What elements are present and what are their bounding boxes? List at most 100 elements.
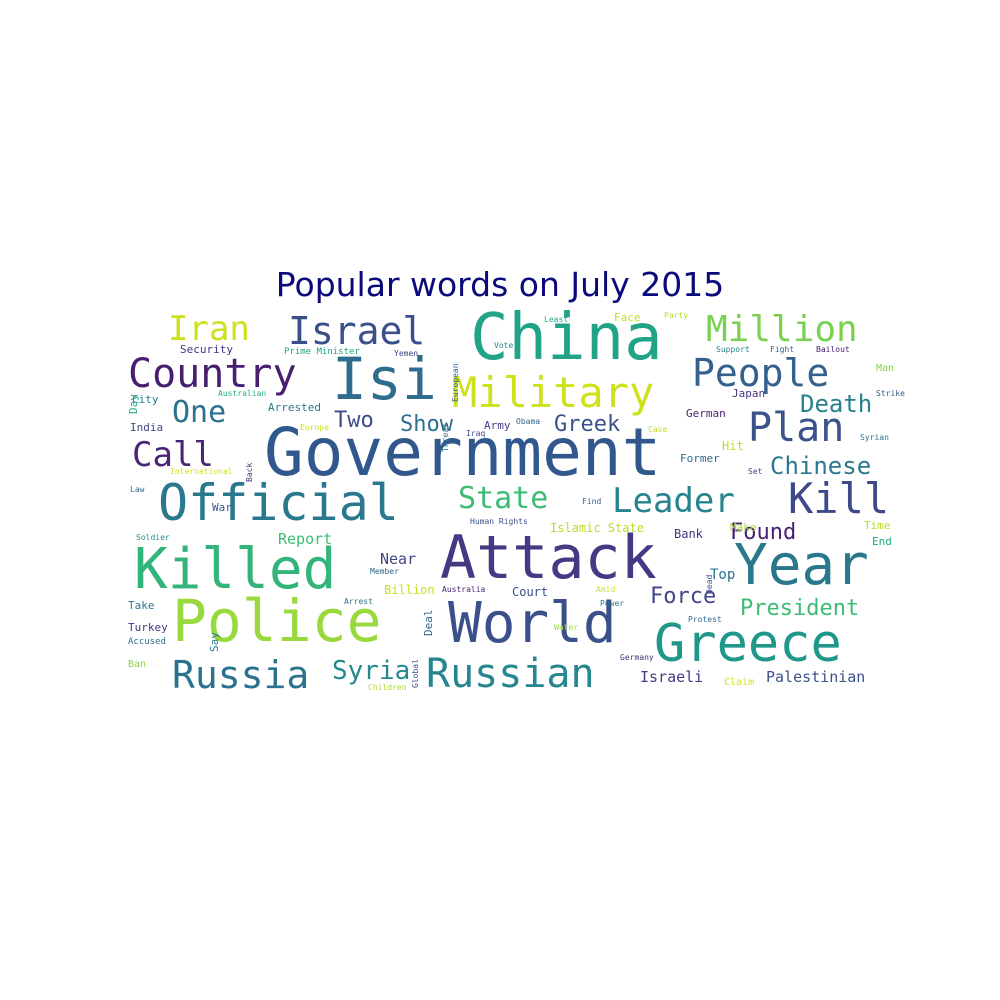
word-accused: Accused <box>128 637 166 647</box>
word-military: Military <box>452 368 655 417</box>
word-city: City <box>132 393 159 406</box>
word-iraq: Iraq <box>466 429 486 438</box>
word-bailout: Bailout <box>816 345 850 354</box>
word-people: People <box>692 351 830 395</box>
word-germany: Germany <box>620 653 654 662</box>
word-syrian: Syrian <box>860 433 889 442</box>
word-world: World <box>448 591 617 656</box>
word-europe: Europe <box>300 423 329 432</box>
word-greek: Greek <box>554 412 621 437</box>
word-president: President <box>740 596 860 621</box>
word-chinese: Chinese <box>770 452 872 480</box>
word-iran: Iran <box>168 309 250 349</box>
word-protest: Protest <box>688 615 722 624</box>
word-deal: Deal <box>422 609 435 637</box>
word-leader: Leader <box>612 481 735 521</box>
word-year: Year <box>734 533 869 598</box>
word-security: Security <box>180 343 233 356</box>
word-police: Police <box>172 587 382 655</box>
word-power: Power <box>600 599 625 608</box>
word-attack: Attack <box>440 523 657 593</box>
word-country: Country <box>128 351 297 397</box>
word-israeli: Israeli <box>640 668 704 686</box>
word-india: India <box>130 421 164 434</box>
word-army: Army <box>484 419 511 432</box>
word-war: War <box>212 501 232 514</box>
word-children: Children <box>368 683 407 692</box>
word-cloud: Government Attack China Isi Official Killed Po… <box>124 306 905 697</box>
word-show: Show <box>400 412 453 437</box>
word-one: One <box>172 395 227 430</box>
word-china: China <box>470 301 663 375</box>
word-hit: Hit <box>722 439 744 453</box>
figure-title: Popular words on July 2015 <box>275 265 725 304</box>
word-human-rights: Human Rights <box>470 517 528 526</box>
word-arrested: Arrested <box>268 401 321 414</box>
word-obama: Obama <box>516 417 541 426</box>
word-israel: Israel <box>288 309 426 353</box>
word-party: Party <box>664 311 689 320</box>
word-law: Law <box>130 485 145 494</box>
word-court: Court <box>512 585 549 599</box>
word-palestinian: Palestinian <box>766 668 866 686</box>
word-set: Set <box>748 467 763 476</box>
word-take: Take <box>128 599 155 612</box>
word-strike: Strike <box>876 389 905 398</box>
word-plan: Plan <box>748 405 845 451</box>
word-greece: Greece <box>654 614 842 674</box>
word-support: Support <box>716 345 750 354</box>
word-isi: Isi <box>332 345 437 413</box>
word-million: Million <box>706 309 858 350</box>
word-member: Member <box>370 567 399 576</box>
word-japan: Japan <box>732 387 766 400</box>
word-global: Global <box>411 659 420 688</box>
word-find: Find <box>582 497 602 506</box>
word-claim: Claim <box>724 677 755 688</box>
word-force: Force <box>650 584 717 609</box>
word-russia: Russia <box>172 653 310 697</box>
word-two: Two <box>334 408 374 433</box>
word-state: State <box>458 481 549 516</box>
word-make: Make <box>730 521 757 534</box>
word-government: Government <box>264 414 662 491</box>
word-ban: Ban <box>128 659 147 670</box>
word-found: Found <box>730 520 797 545</box>
word-vote: Vote <box>494 341 514 350</box>
word-least: Least <box>544 315 569 324</box>
word-european: European <box>451 363 460 402</box>
word-fight: Fight <box>770 345 795 354</box>
word-kill: Kill <box>788 474 890 523</box>
word-amid: Amid <box>596 585 616 594</box>
word-prime-minister: Prime Minister <box>284 347 360 357</box>
word-report: Report <box>278 530 333 548</box>
word-yemen: Yemen <box>394 349 419 358</box>
word-official: Official <box>158 474 399 532</box>
word-german: German <box>686 407 726 420</box>
word-say: Say <box>208 632 221 652</box>
word-top: Top <box>710 567 736 583</box>
word-killed: Killed <box>134 537 337 602</box>
word-russian: Russian <box>426 651 595 697</box>
word-threat: Threat <box>441 423 450 452</box>
word-man: Man <box>876 363 895 374</box>
word-end: End <box>872 535 892 548</box>
word-face: Face <box>614 311 641 324</box>
word-death: Death <box>800 390 873 418</box>
word-water: Water <box>554 623 579 632</box>
word-international: International <box>170 467 233 476</box>
word-near: Near <box>380 550 417 568</box>
word-islamic-state: Islamic State <box>550 521 644 535</box>
word-day: Day <box>127 394 140 414</box>
word-soldier: Soldier <box>136 533 170 542</box>
word-former: Former <box>680 452 720 465</box>
word-call: Call <box>132 435 214 475</box>
word-australia: Australia <box>442 585 486 594</box>
word-australian: Australian <box>218 389 267 398</box>
word-arrest: Arrest <box>344 597 373 606</box>
word-syria: Syria <box>332 656 411 686</box>
word-dead: Dead <box>705 574 714 594</box>
word-time: Time <box>864 519 891 532</box>
word-turkey: Turkey <box>128 621 168 634</box>
word-case: Case <box>648 425 668 434</box>
